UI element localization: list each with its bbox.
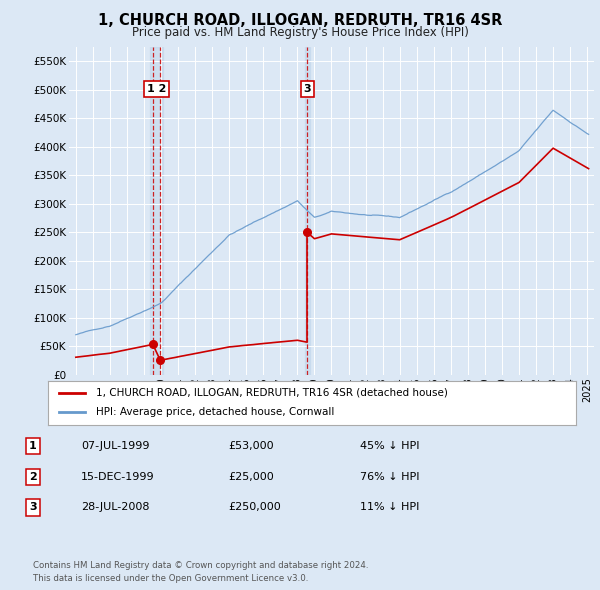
Text: 3: 3 bbox=[304, 84, 311, 94]
Text: 07-JUL-1999: 07-JUL-1999 bbox=[81, 441, 149, 451]
Text: Contains HM Land Registry data © Crown copyright and database right 2024.
This d: Contains HM Land Registry data © Crown c… bbox=[33, 562, 368, 583]
Text: 1, CHURCH ROAD, ILLOGAN, REDRUTH, TR16 4SR: 1, CHURCH ROAD, ILLOGAN, REDRUTH, TR16 4… bbox=[98, 13, 502, 28]
Text: 76% ↓ HPI: 76% ↓ HPI bbox=[360, 472, 419, 481]
Text: 1: 1 bbox=[29, 441, 37, 451]
Text: 11% ↓ HPI: 11% ↓ HPI bbox=[360, 503, 419, 512]
Text: 2: 2 bbox=[29, 472, 37, 481]
Text: £53,000: £53,000 bbox=[228, 441, 274, 451]
Text: 3: 3 bbox=[29, 503, 37, 512]
Text: £250,000: £250,000 bbox=[228, 503, 281, 512]
Text: 1 2: 1 2 bbox=[146, 84, 166, 94]
Text: 28-JUL-2008: 28-JUL-2008 bbox=[81, 503, 149, 512]
Bar bbox=[305, 47, 310, 375]
Text: 45% ↓ HPI: 45% ↓ HPI bbox=[360, 441, 419, 451]
Text: HPI: Average price, detached house, Cornwall: HPI: Average price, detached house, Corn… bbox=[95, 408, 334, 417]
Text: £25,000: £25,000 bbox=[228, 472, 274, 481]
Text: Price paid vs. HM Land Registry's House Price Index (HPI): Price paid vs. HM Land Registry's House … bbox=[131, 26, 469, 39]
Bar bbox=[151, 47, 163, 375]
Text: 1, CHURCH ROAD, ILLOGAN, REDRUTH, TR16 4SR (detached house): 1, CHURCH ROAD, ILLOGAN, REDRUTH, TR16 4… bbox=[95, 388, 448, 398]
Text: 15-DEC-1999: 15-DEC-1999 bbox=[81, 472, 155, 481]
